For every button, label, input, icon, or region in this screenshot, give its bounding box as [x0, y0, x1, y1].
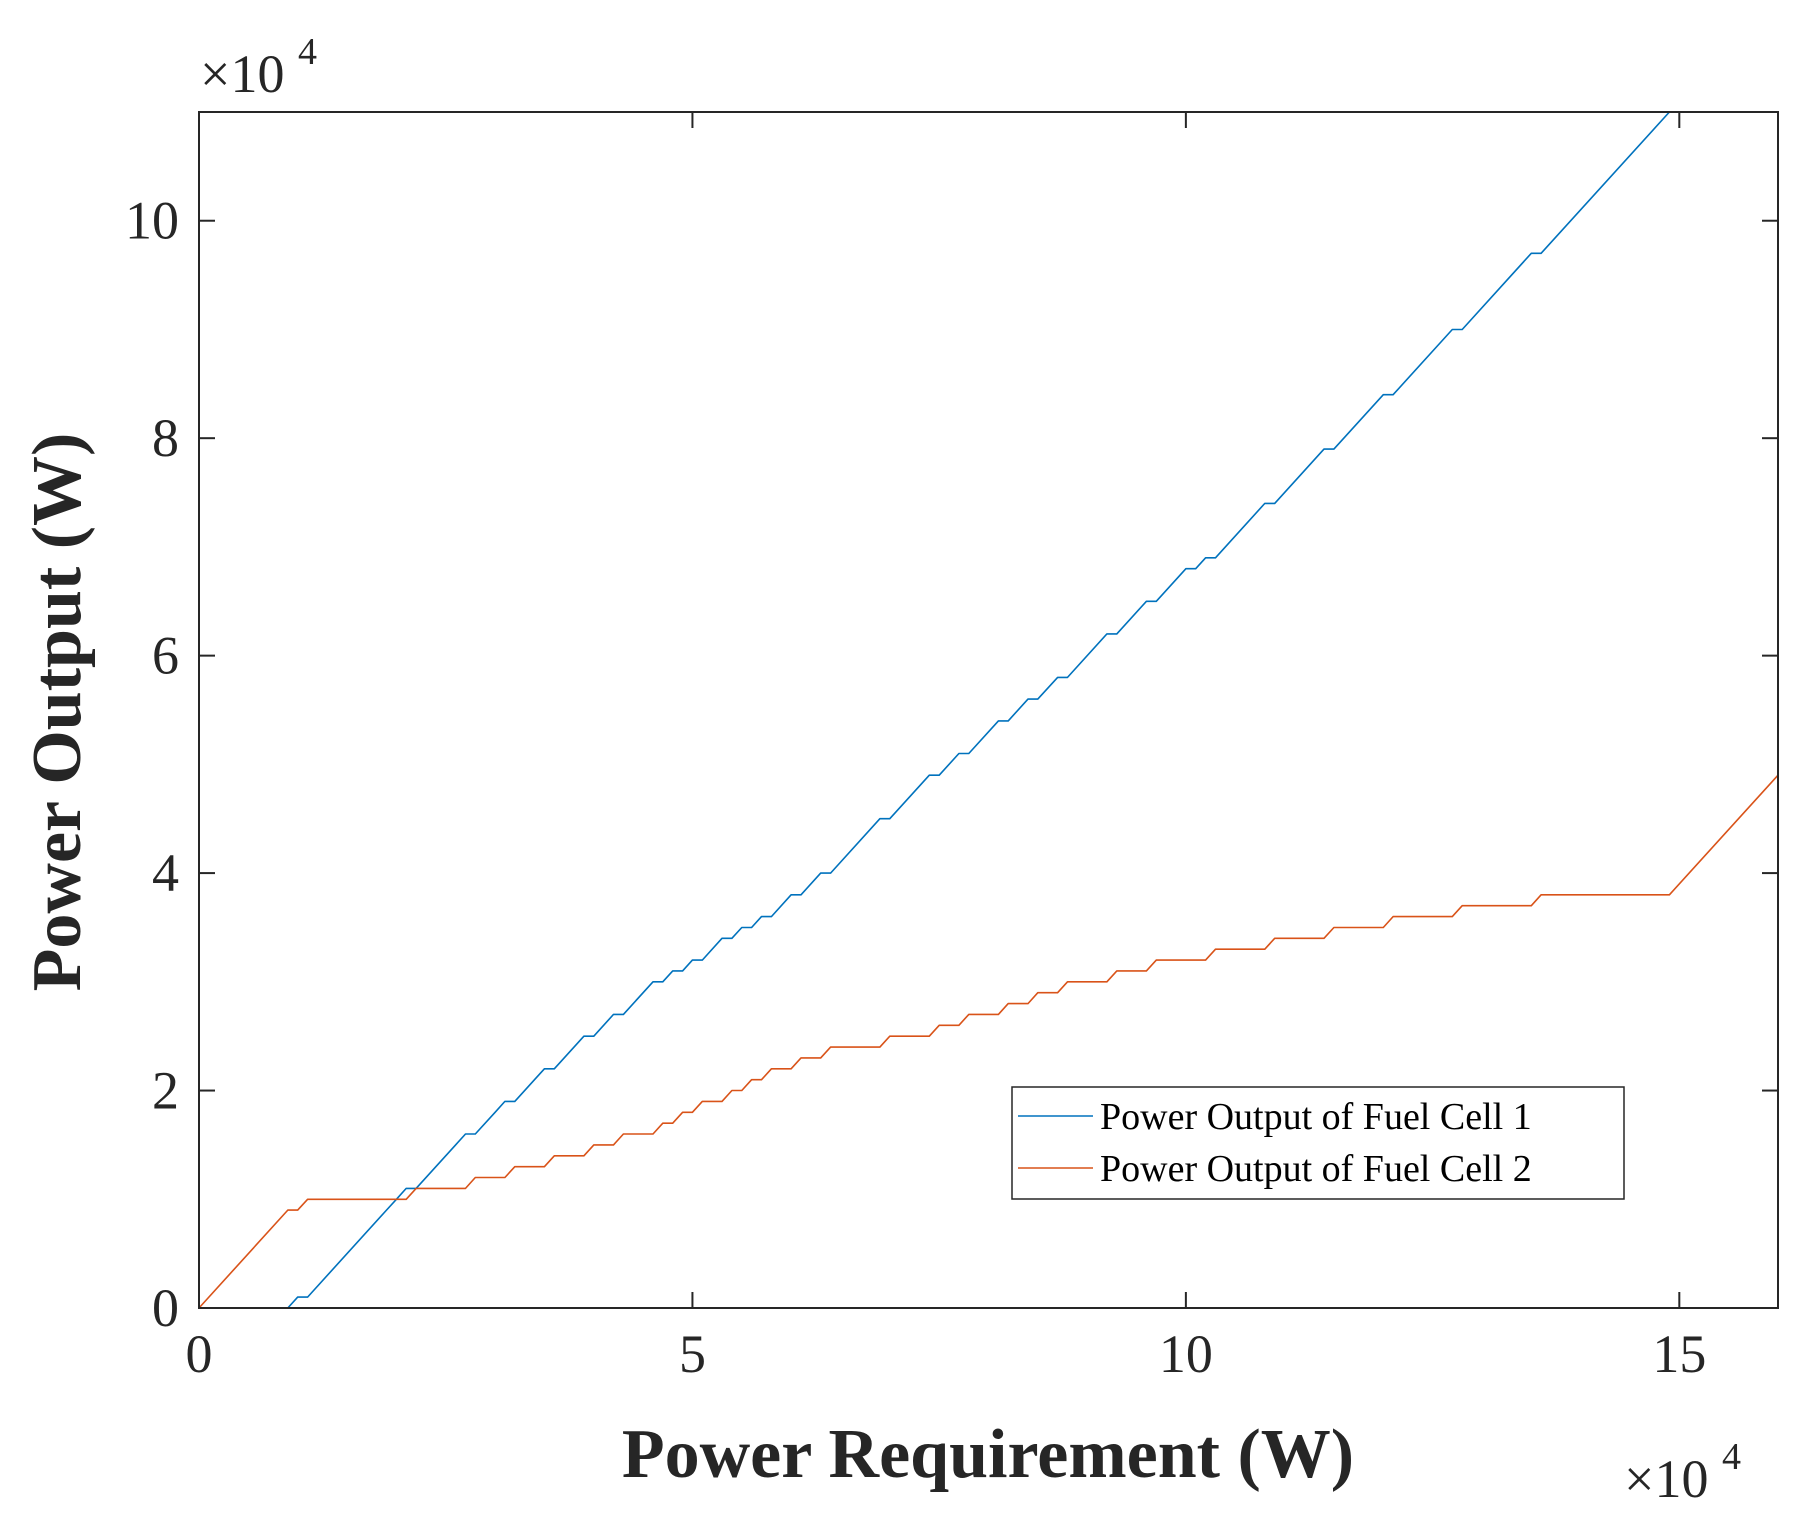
- y-tick-label: 4: [152, 843, 179, 903]
- plot-area-frame: [198, 111, 1779, 1309]
- y-exponent-base: ×10: [200, 44, 284, 104]
- y-tick-label: 6: [152, 626, 179, 686]
- series-layer: [198, 111, 1779, 1309]
- x-exponent-power: 4: [1722, 1436, 1741, 1478]
- y-exponent-power: 4: [298, 31, 317, 73]
- legend-box: [1011, 1086, 1625, 1200]
- legend-label-fuel-cell-1: Power Output of Fuel Cell 1: [1100, 1096, 1532, 1138]
- legend: Power Output of Fuel Cell 1 Power Output…: [1011, 1086, 1625, 1200]
- series-line-fuel-cell-1: [199, 111, 1778, 1309]
- series-line-fuel-cell-2: [198, 774, 1779, 1309]
- ticks-layer: 0 5 10 15 0 2 4 6 8 10: [125, 112, 1778, 1384]
- x-tick-label: 15: [1652, 1324, 1706, 1384]
- x-tick-label: 0: [186, 1324, 213, 1384]
- x-exponent-label: ×10 4: [1624, 1436, 1741, 1509]
- x-tick-label: 5: [679, 1324, 706, 1384]
- y-exponent-label: ×10 4: [200, 31, 317, 104]
- y-tick-label: 2: [152, 1061, 179, 1121]
- x-tick-label: 10: [1159, 1324, 1213, 1384]
- y-tick-label: 10: [125, 191, 179, 251]
- y-tick-label: 8: [152, 408, 179, 468]
- y-tick-label: 0: [152, 1278, 179, 1338]
- legend-label-fuel-cell-2: Power Output of Fuel Cell 2: [1100, 1148, 1532, 1190]
- x-axis-title: Power Requirement (W): [622, 1416, 1354, 1493]
- y-axis-title: Power Output (W): [19, 433, 96, 992]
- x-exponent-base: ×10: [1624, 1449, 1708, 1509]
